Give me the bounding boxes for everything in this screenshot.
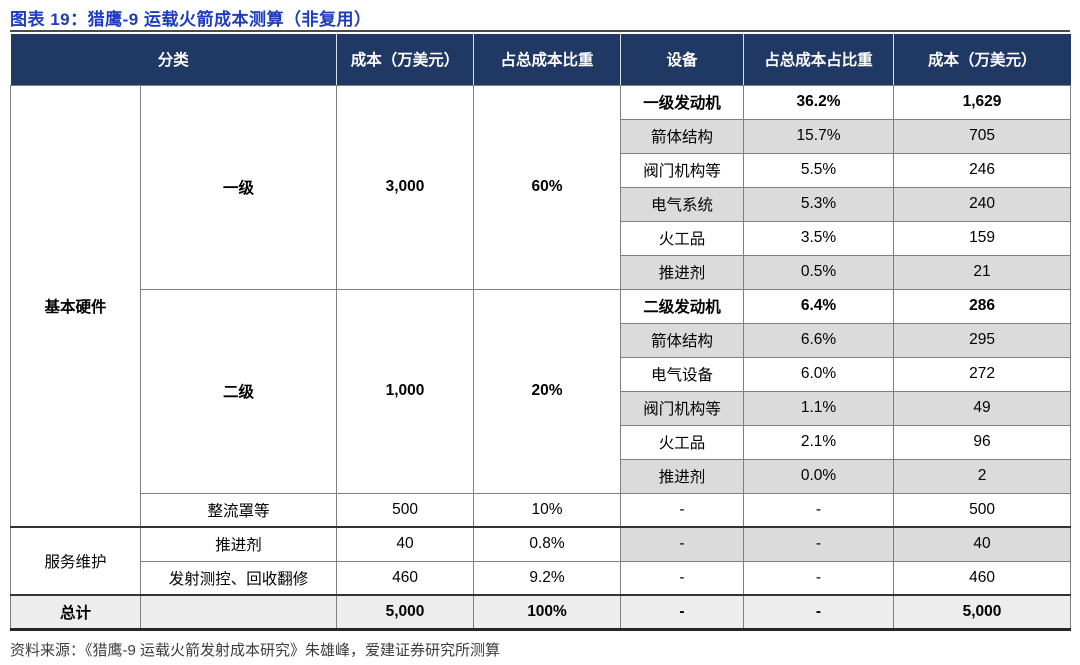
header-device-share: 占总成本占比重: [743, 34, 894, 86]
cost-table-container: 分类 成本（万美元） 占总成本比重 设备 占总成本占比重 成本（万美元） 基本硬…: [10, 30, 1072, 631]
cell-device-cost: 460: [893, 560, 1072, 596]
cell-stage1-cost: 3,000: [336, 84, 475, 290]
cell-device-share: -: [743, 560, 895, 596]
table-row: 电气设备 6.0% 272: [11, 356, 1072, 392]
cell-device-share: 6.0%: [743, 356, 895, 392]
cell-group-service: 服务维护: [10, 526, 141, 596]
cell-device-share: 6.4%: [743, 288, 895, 324]
table-row: 推进剂 0.5% 21: [11, 254, 1072, 290]
cell-device-share: 3.5%: [743, 220, 895, 256]
cell-device-share: 15.7%: [743, 118, 895, 154]
header-share: 占总成本比重: [473, 34, 621, 86]
cell-stage2-cost: 1,000: [336, 288, 475, 494]
cell-device-cost: 40: [893, 526, 1072, 562]
cell-service-share: 9.2%: [473, 560, 622, 596]
cell-device-name: 二级发动机: [620, 288, 745, 324]
cell-service-label: 推进剂: [139, 526, 338, 562]
cell-device-name: 电气系统: [620, 186, 745, 222]
header-device-cost: 成本（万美元）: [893, 34, 1071, 86]
cell-service-share: 0.8%: [473, 526, 622, 562]
cell-total-label: 总计: [10, 594, 141, 631]
cell-total-sub: [139, 594, 338, 631]
cell-device-name: 电气设备: [620, 356, 745, 392]
cell-device-share: 0.0%: [743, 458, 895, 494]
cell-device-cost: 295: [893, 322, 1072, 358]
cell-fairing-share: 10%: [473, 492, 622, 528]
cell-service-cost: 40: [336, 526, 475, 562]
cell-service-label: 发射测控、回收翻修: [139, 560, 338, 596]
cell-device-cost: 500: [893, 492, 1072, 528]
cell-device-cost: 96: [893, 424, 1072, 460]
cell-device-cost: 240: [893, 186, 1072, 222]
table-row: 电气系统 5.3% 240: [11, 186, 1072, 222]
table-row: 基本硬件 一级 3,000 60% 一级发动机 36.2% 1,629: [10, 84, 1072, 528]
source-note: 资料来源：《猎鹰-9 运载火箭发射成本研究》朱雄峰，爱建证券研究所测算: [10, 642, 501, 659]
cell-device-cost: 705: [893, 118, 1072, 154]
cell-device-cost: 272: [893, 356, 1072, 392]
cell-stage1-label: 一级: [139, 84, 338, 290]
header-cost: 成本（万美元）: [336, 34, 474, 86]
cell-device-name: 推进剂: [620, 254, 745, 290]
cell-device-share: 2.1%: [743, 424, 895, 460]
table-row: 发射测控、回收翻修 460 9.2% - - 460: [11, 560, 1072, 596]
cell-device-name: 阀门机构等: [620, 152, 745, 188]
cell-device-cost: 21: [893, 254, 1072, 290]
cost-table: 分类 成本（万美元） 占总成本比重 设备 占总成本占比重 成本（万美元） 基本硬…: [10, 34, 1072, 631]
cell-device-name: -: [620, 594, 745, 631]
cell-device-cost: 1,629: [893, 84, 1072, 120]
header-row: 分类 成本（万美元） 占总成本比重 设备 占总成本占比重 成本（万美元）: [10, 34, 1071, 86]
cell-device-name: -: [620, 526, 745, 562]
cell-fairing-cost: 500: [336, 492, 475, 528]
cell-stage2-share: 20%: [473, 288, 622, 494]
cell-device-name: 箭体结构: [620, 322, 745, 358]
header-category: 分类: [10, 34, 337, 86]
cell-service-cost: 460: [336, 560, 475, 596]
cell-device-name: 推进剂: [620, 458, 745, 494]
cell-device-cost: 159: [893, 220, 1072, 256]
cell-device-share: 5.3%: [743, 186, 895, 222]
cell-device-name: 火工品: [620, 424, 745, 460]
cell-device-share: 5.5%: [743, 152, 895, 188]
cell-device-share: 36.2%: [743, 84, 895, 120]
cell-device-name: 火工品: [620, 220, 745, 256]
cell-device-name: 阀门机构等: [620, 390, 745, 426]
cell-device-share: 1.1%: [743, 390, 895, 426]
table-row: 火工品 3.5% 159: [11, 220, 1072, 256]
cell-device-name: 箭体结构: [620, 118, 745, 154]
cell-total-cost: 5,000: [336, 594, 475, 631]
table-row: 箭体结构 15.7% 705: [11, 118, 1072, 154]
cell-device-share: -: [743, 594, 895, 631]
table-row: 服务维护 推进剂 40 0.8% - - 40: [10, 526, 1072, 596]
cell-device-cost: 246: [893, 152, 1072, 188]
table-row: 整流罩等 500 10% - - 500: [11, 492, 1072, 528]
header-device: 设备: [620, 34, 744, 86]
table-row: 二级 1,000 20% 二级发动机 6.4% 286: [11, 288, 1072, 494]
cell-device-share: -: [743, 526, 895, 562]
cell-total-share: 100%: [473, 594, 622, 631]
total-row: 总计 5,000 100% - - 5,000: [10, 594, 1072, 631]
cell-device-name: 一级发动机: [620, 84, 745, 120]
cell-device-cost: 286: [893, 288, 1072, 324]
cell-device-cost: 5,000: [893, 594, 1072, 631]
cell-device-cost: 49: [893, 390, 1072, 426]
cell-device-cost: 2: [893, 458, 1072, 494]
cell-device-share: 0.5%: [743, 254, 895, 290]
cell-device-name: -: [620, 492, 745, 528]
figure-title: 图表 19：猎鹰-9 运载火箭成本测算（非复用）: [10, 10, 372, 29]
table-row: 阀门机构等 1.1% 49: [11, 390, 1072, 426]
cell-stage2-label: 二级: [139, 288, 338, 494]
table-row: 阀门机构等 5.5% 246: [11, 152, 1072, 188]
cell-device-name: -: [620, 560, 745, 596]
table-row: 火工品 2.1% 96: [11, 424, 1072, 460]
table-top-rule: [10, 30, 1070, 32]
cell-fairing-label: 整流罩等: [139, 492, 338, 528]
cell-stage1-share: 60%: [473, 84, 622, 290]
cell-device-share: -: [743, 492, 895, 528]
cell-device-share: 6.6%: [743, 322, 895, 358]
cell-group-basic-hardware: 基本硬件: [10, 84, 141, 528]
